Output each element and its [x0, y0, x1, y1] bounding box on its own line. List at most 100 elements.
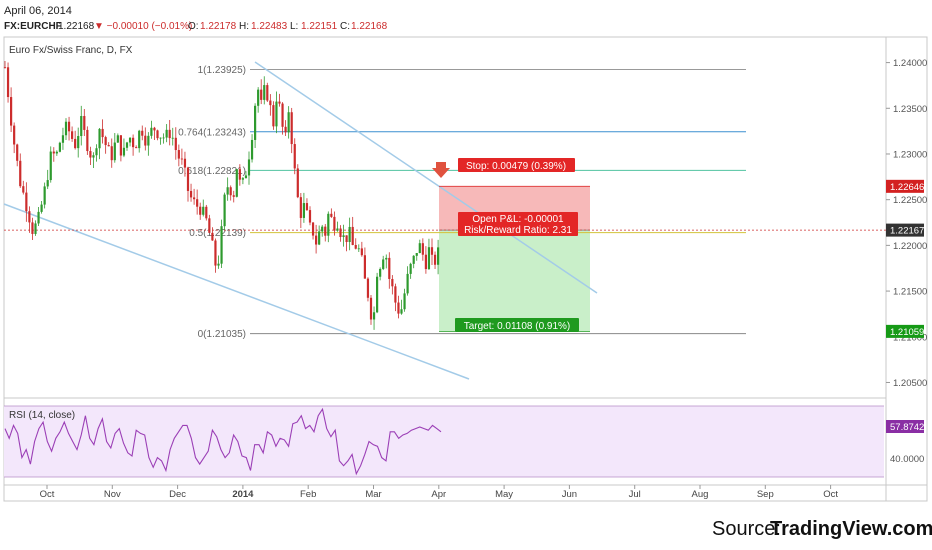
price-tag-label: 1.21059 [890, 327, 924, 338]
y-tick-label: 1.20500 [893, 378, 927, 389]
candle-body [305, 203, 309, 211]
candle-body [308, 210, 312, 223]
rsi-tick-label: 40.0000 [890, 454, 924, 465]
y-tick-label: 1.22500 [893, 195, 927, 206]
y-tick-label: 1.22000 [893, 241, 927, 252]
candle-body [427, 247, 431, 270]
candle-body [25, 192, 28, 212]
candle-body [403, 293, 406, 310]
candle-body [223, 194, 226, 227]
price-axis[interactable]: 1.205001.210001.215001.220001.225001.230… [886, 58, 927, 389]
candle-body [186, 167, 190, 191]
target-zone[interactable] [439, 230, 590, 332]
low-label: L: [290, 21, 298, 32]
lower-trend-line[interactable] [3, 203, 470, 380]
candle-body [360, 248, 363, 256]
candle-body [284, 126, 287, 133]
candle-body [135, 147, 138, 149]
candle-body [275, 101, 278, 127]
candle-body [159, 137, 162, 139]
candle-body [247, 159, 251, 176]
candle-body [321, 226, 324, 232]
x-tick-label: Aug [692, 489, 709, 500]
candle-body [388, 257, 391, 279]
candle-body [369, 297, 373, 320]
candle-body [354, 245, 357, 249]
candle-body [409, 263, 412, 274]
candle-body [208, 218, 211, 233]
price-tags: 1.22646 1.22167 1.21059 [886, 179, 924, 338]
fib-retracement[interactable]: 1(1.23925) 0.764(1.23243) 0.618(1.22821) 0.… [178, 65, 746, 340]
candle-body [336, 228, 339, 231]
candle-body [95, 148, 98, 156]
candle-body [132, 137, 135, 148]
candle-body [31, 222, 34, 234]
candle-body [287, 112, 290, 133]
time-axis[interactable]: Oct Nov Dec 2014 Feb Mar Apr May Jun Jul Aug Sep Oct [40, 485, 839, 500]
candle-body [80, 116, 83, 137]
candle-body [40, 204, 43, 212]
candle-body [406, 273, 409, 294]
candle-body [22, 186, 25, 193]
candle-body [10, 97, 13, 126]
candle-body [52, 151, 55, 154]
candle-body [217, 263, 220, 266]
fib-label: 0.618(1.22821) [178, 166, 246, 177]
candle-body [3, 67, 7, 68]
candle-body [296, 168, 299, 198]
x-tick-label: Oct [40, 489, 55, 500]
fib-label: 1(1.23925) [198, 65, 246, 76]
price-tag-box [886, 223, 924, 237]
candle-body [293, 144, 296, 169]
x-tick-label: Mar [365, 489, 381, 500]
candle-body [327, 213, 330, 236]
candle-body [150, 127, 153, 136]
candle-body [43, 186, 46, 205]
candle-body [357, 248, 360, 250]
candle-body [421, 243, 424, 255]
change-label: ▼ −0.00010 (−0.01%) [94, 21, 192, 32]
candle-body [83, 116, 86, 130]
upper-trend-line[interactable] [254, 61, 598, 294]
candle-body [333, 216, 336, 231]
candle-body [433, 254, 437, 265]
candle-body [6, 67, 10, 98]
candle-body [220, 226, 223, 264]
candle-body [260, 89, 263, 100]
candle-body [385, 257, 388, 260]
candle-body [238, 169, 241, 180]
candle-body [156, 130, 159, 139]
candle-body [418, 243, 421, 253]
x-tick-label: Jun [562, 489, 577, 500]
candles[interactable] [3, 61, 440, 330]
candle-body [311, 222, 315, 236]
candle-body [125, 142, 129, 148]
stop-label-box: Stop: 0.00479 (0.39%) [458, 158, 575, 172]
candle-body [77, 136, 80, 149]
price-tag-label: 1.22167 [890, 226, 924, 237]
open-value: 1.22178 [200, 21, 237, 32]
y-tick-label: 1.21500 [893, 287, 927, 298]
candle-body [174, 137, 177, 151]
x-tick-label: Jul [629, 489, 641, 500]
candle-body [189, 190, 193, 198]
candle-body [101, 128, 104, 138]
candle-body [116, 135, 119, 143]
candle-body [92, 155, 95, 158]
candle-body [89, 151, 92, 158]
candle-body [324, 226, 327, 236]
candle-body [71, 131, 74, 139]
rsi-line[interactable] [4, 407, 442, 476]
candle-body [37, 211, 40, 224]
target-label: Target: 0.01108 (0.91%) [464, 321, 571, 332]
candle-body [165, 129, 168, 138]
rsi-band [4, 406, 884, 477]
candle-body [180, 158, 183, 160]
candle-body [376, 276, 379, 313]
candle-body [171, 137, 174, 139]
candle-body [168, 129, 171, 139]
chart-title: Euro Fx/Swiss Franc, D, FX [9, 45, 133, 56]
high-label: H: [239, 21, 249, 32]
candle-body [107, 145, 110, 147]
